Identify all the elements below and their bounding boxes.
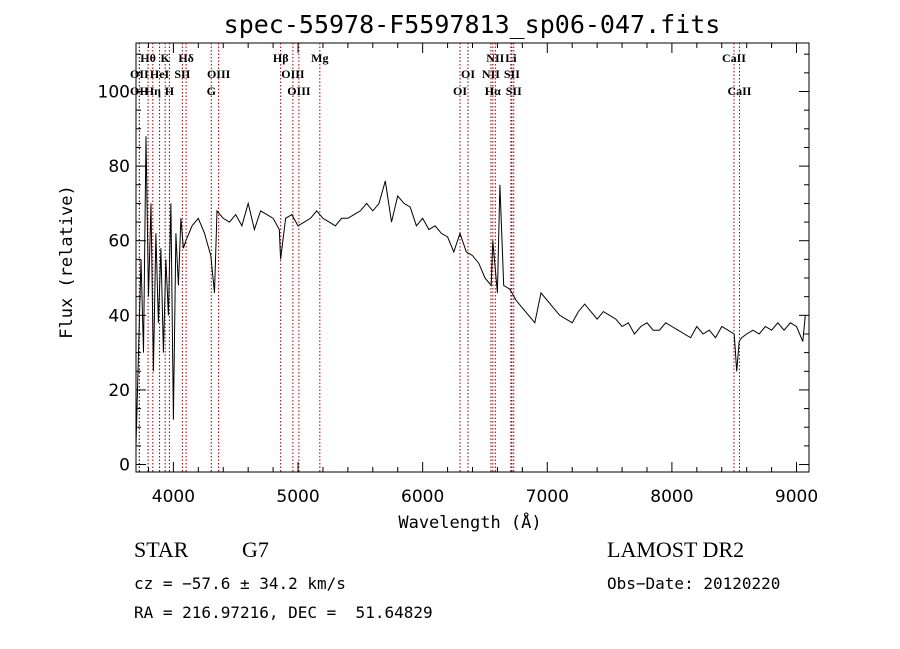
object-class: STAR — [134, 537, 189, 562]
spectral-line-label: CaII — [727, 84, 751, 98]
spectral-line-label: HeI — [150, 67, 170, 81]
x-tick-label: 9000 — [775, 487, 818, 507]
spectral-line-label: Li — [505, 51, 517, 65]
spectral-line-label: NII — [482, 67, 500, 81]
chart-title: spec-55978-F5597813_sp06-047.fits — [224, 10, 721, 39]
spectral-line-label: OI — [461, 67, 475, 81]
object-subclass: G7 — [242, 537, 269, 562]
y-tick-label: 100 — [98, 82, 130, 102]
x-tick-label: 4000 — [152, 487, 195, 507]
spectral-line-label: Hθ — [140, 51, 156, 65]
spectral-line-label: Hα — [485, 84, 501, 98]
spectral-line-label: OIII — [281, 67, 305, 81]
coordinates: RA = 216.97216, DEC = 51.64829 — [134, 603, 433, 622]
spectral-line-label: OI — [453, 84, 467, 98]
spectral-line-label: Hη — [145, 84, 161, 98]
axes: 4000 5000 6000 7000 8000 9000 0 20 40 60 80 100 — [98, 43, 818, 507]
spectral-line-label: OII — [130, 67, 149, 81]
x-tick-label: 6000 — [401, 487, 444, 507]
spectral-line-label: OIII — [207, 67, 231, 81]
redshift-cz: cz = −57.6 ± 34.2 km/s — [134, 574, 346, 593]
spectral-line-label: H — [165, 84, 175, 98]
line-markers: HθOIIOIIKHeIHηHδSIIHOIIIGHβOIIIOIIIMgOIO… — [130, 43, 752, 472]
spectral-line-label: Hδ — [178, 51, 194, 65]
spectral-line-label: SII — [504, 67, 520, 81]
spectrum-series — [135, 136, 806, 446]
y-tick-label: 40 — [108, 306, 130, 326]
y-tick-label: 80 — [108, 157, 130, 177]
y-tick-label: 20 — [108, 381, 130, 401]
x-tick-label: 7000 — [526, 487, 569, 507]
observation-date: Obs−Date: 20120220 — [607, 574, 781, 593]
plot-border — [135, 42, 810, 473]
y-tick-label: 0 — [119, 456, 130, 476]
spectral-line-label: Hβ — [273, 51, 289, 65]
spectral-line-label: SII — [506, 84, 522, 98]
spectral-line-label: Mg — [311, 51, 328, 65]
spectral-line-label: SII — [174, 67, 190, 81]
x-tick-label: 5000 — [276, 487, 319, 507]
spectral-line-label: CaII — [722, 51, 746, 65]
y-axis-label: Flux (relative) — [57, 185, 77, 339]
survey-name: LAMOST DR2 — [607, 537, 745, 562]
x-tick-label: 8000 — [650, 487, 693, 507]
x-axis-label: Wavelength (Å) — [398, 511, 541, 533]
y-tick-label: 60 — [108, 232, 130, 252]
spectral-line-label: NII — [486, 51, 504, 65]
spectral-line-label: G — [207, 84, 216, 98]
spectral-line-label: K — [160, 51, 170, 65]
spectrum-line — [135, 136, 806, 446]
spectral-line-label: OIII — [287, 84, 311, 98]
plot-frame — [135, 42, 810, 473]
